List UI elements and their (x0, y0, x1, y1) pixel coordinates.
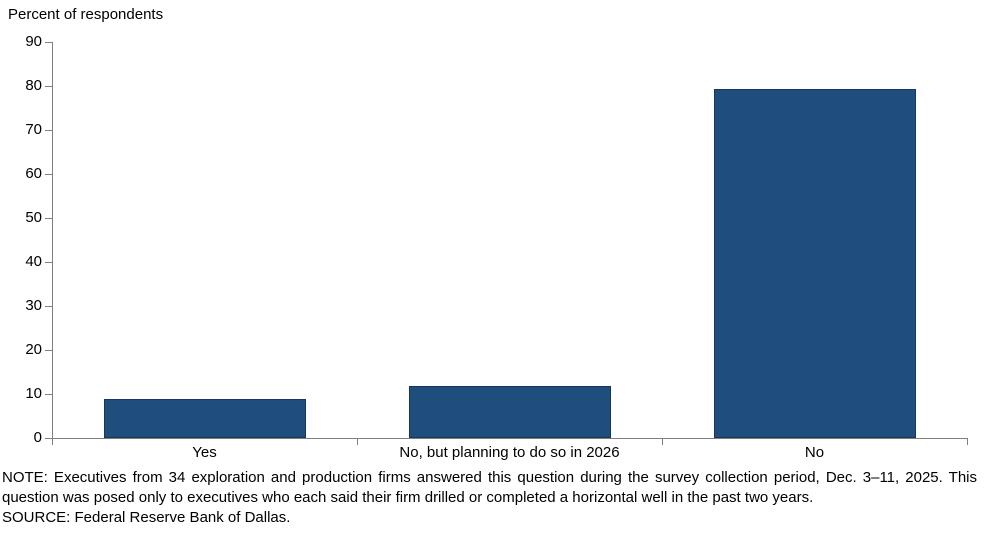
y-axis-tick (45, 438, 52, 439)
bar (104, 399, 306, 438)
y-axis-tick (45, 394, 52, 395)
x-axis-tick (662, 438, 663, 445)
x-axis-label: No, but planning to do so in 2026 (399, 444, 620, 461)
y-axis-tick (45, 174, 52, 175)
y-axis-tick-label: 90 (25, 33, 42, 50)
y-axis-tick-label: 10 (25, 385, 42, 402)
y-axis-tick (45, 218, 52, 219)
x-axis-label: Yes (192, 444, 217, 461)
y-axis-tick-label: 40 (25, 253, 42, 270)
y-axis-tick-label: 60 (25, 165, 42, 182)
bar (409, 386, 611, 438)
x-axis-line (52, 438, 968, 439)
footnote-block: NOTE: Executives from 34 exploration and… (2, 468, 977, 528)
y-axis-tick-label: 30 (25, 297, 42, 314)
y-axis-tick-label: 70 (25, 121, 42, 138)
y-axis-tick (45, 86, 52, 87)
y-axis-tick-label: 80 (25, 77, 42, 94)
x-axis-tick (52, 438, 53, 445)
y-axis-tick (45, 262, 52, 263)
y-axis-tick-label: 50 (25, 209, 42, 226)
y-axis-line (52, 42, 53, 439)
y-axis-tick (45, 42, 52, 43)
x-axis-label: No (804, 444, 825, 461)
note-text: NOTE: Executives from 34 exploration and… (2, 469, 977, 506)
y-axis-tick-label: 0 (33, 429, 42, 446)
y-axis-tick (45, 130, 52, 131)
plot-area: 0 10 20 30 40 50 60 70 80 90 Yes No, but planning t… (25, 33, 968, 461)
y-axis-tick (45, 306, 52, 307)
chart-title: Percent of respondents (8, 6, 164, 23)
x-axis-tick (357, 438, 358, 445)
y-axis-tick (45, 350, 52, 351)
y-axis-tick-label: 20 (25, 341, 42, 358)
bar (714, 89, 916, 438)
source-text: SOURCE: Federal Reserve Bank of Dallas. (2, 509, 291, 526)
x-axis-tick (967, 438, 968, 445)
